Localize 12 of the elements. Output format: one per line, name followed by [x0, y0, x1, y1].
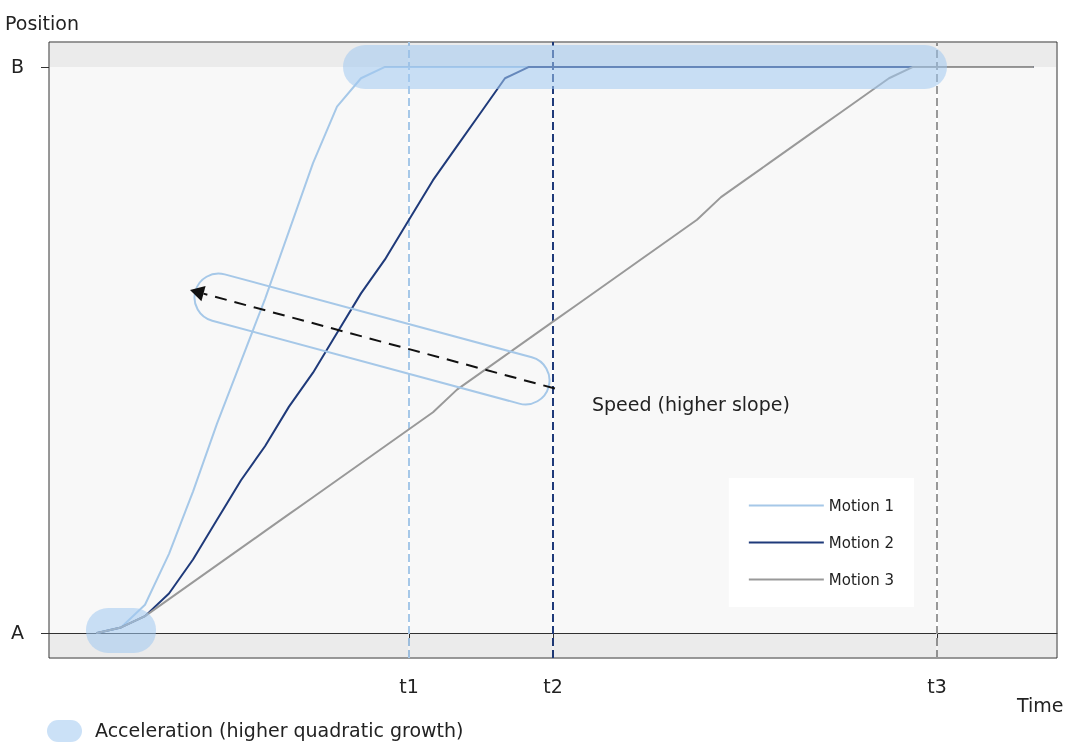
- legend-label: Motion 1: [828, 496, 895, 515]
- y-axis-title: Position: [5, 11, 79, 34]
- x-tick-label: t3: [927, 674, 947, 697]
- x-tick-label: t2: [543, 674, 563, 697]
- annotation: Speed (higher slope): [591, 392, 790, 415]
- x-tick-label: t1: [399, 674, 419, 697]
- x-axis-title: Time: [1016, 693, 1064, 716]
- text: B: [11, 54, 25, 77]
- legend-label: Motion 3: [828, 570, 895, 589]
- text: A: [11, 621, 24, 644]
- text: Acceleration (higher quadratic growth): [95, 719, 464, 741]
- legend-label: Motion 2: [828, 533, 895, 552]
